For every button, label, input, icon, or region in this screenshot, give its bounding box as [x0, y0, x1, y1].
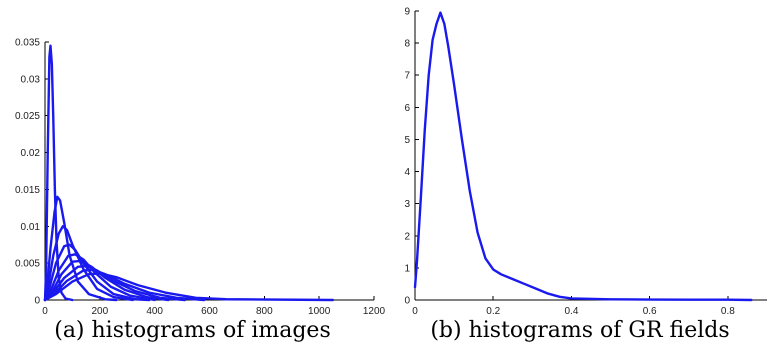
- chart-b-y-tick-label: 5: [404, 135, 410, 146]
- chart-a-series-line-3: [43, 225, 134, 302]
- panel-a: 0 200 400 600 800 1000 1200 0 0.005 0.01 0.015 0.02…: [0, 0, 386, 364]
- chart-a-y-tick-label: 0: [34, 296, 40, 307]
- chart-a-series-line-5: [43, 253, 156, 302]
- chart-b-y-tick-label: 3: [404, 199, 410, 210]
- panel-b: 0 0.2 0.4 0.6 0.8 0 1 2 3 4 5 6 7 8 9 (b) histograms o…: [385, 0, 775, 364]
- chart-b-y-tick-label: 2: [404, 231, 410, 242]
- chart-b-y-tick-label: 4: [404, 167, 410, 178]
- chart-a-x-tick-label: 800: [256, 306, 273, 317]
- chart-b: 0 0.2 0.4 0.6 0.8 0 1 2 3 4 5 6 7 8 9: [404, 7, 767, 317]
- chart-a-series-line-8: [43, 268, 206, 302]
- chart-a-y-tick-label: 0.02: [21, 148, 41, 159]
- chart-b-y-tick-label: 8: [404, 39, 410, 50]
- chart-b-y-tick-label: 7: [404, 71, 410, 82]
- chart-b-y-tick-label: 9: [404, 7, 410, 18]
- chart-a-series-line-1: [43, 44, 74, 302]
- chart-a-series-line-2: [43, 195, 118, 302]
- chart-a-y-tick-label: 0.015: [15, 185, 40, 196]
- chart-a-x-tick-label: 0: [42, 306, 48, 317]
- chart-a-y-tick-label: 0.01: [21, 222, 41, 233]
- chart-a-x-tick-label: 600: [201, 306, 218, 317]
- chart-b-y-tick-label: 1: [404, 263, 410, 274]
- chart-b-y-tick-label: 6: [404, 103, 410, 114]
- caption-a: (a) histograms of images: [54, 318, 331, 343]
- chart-b-x-tick-label: 0.8: [721, 306, 735, 317]
- chart-a-series-line-7: [43, 264, 187, 302]
- chart-a-y-tick-label: 0.005: [15, 259, 40, 270]
- chart-a: 0 200 400 600 800 1000 1200 0 0.005 0.01 0.015 0.02…: [15, 38, 386, 318]
- chart-a-x-tick-label: 1200: [363, 306, 386, 317]
- caption-b: (b) histograms of GR fields: [430, 318, 730, 343]
- chart-b-x-tick-label: 0.4: [564, 306, 578, 317]
- chart-a-y-tick-label: 0.035: [15, 38, 40, 49]
- chart-b-x-tick-label: 0: [412, 306, 418, 317]
- chart-a-series-line-6: [43, 259, 170, 302]
- chart-a-y-tick-label: 0.025: [15, 111, 40, 122]
- chart-a-x-tick-label: 200: [91, 306, 108, 317]
- chart-a-y-tick-label: 0.03: [21, 74, 41, 85]
- chart-a-series-line-9: [43, 272, 335, 302]
- chart-a-x-tick-label: 1000: [308, 306, 331, 317]
- chart-a-x-tick-label: 400: [146, 306, 163, 317]
- chart-b-y-tick-label: 0: [404, 296, 410, 307]
- chart-b-series-line-1: [413, 11, 753, 302]
- chart-a-series-line-4: [43, 243, 151, 302]
- chart-b-x-tick-label: 0.2: [486, 306, 500, 317]
- chart-b-x-tick-label: 0.6: [643, 306, 657, 317]
